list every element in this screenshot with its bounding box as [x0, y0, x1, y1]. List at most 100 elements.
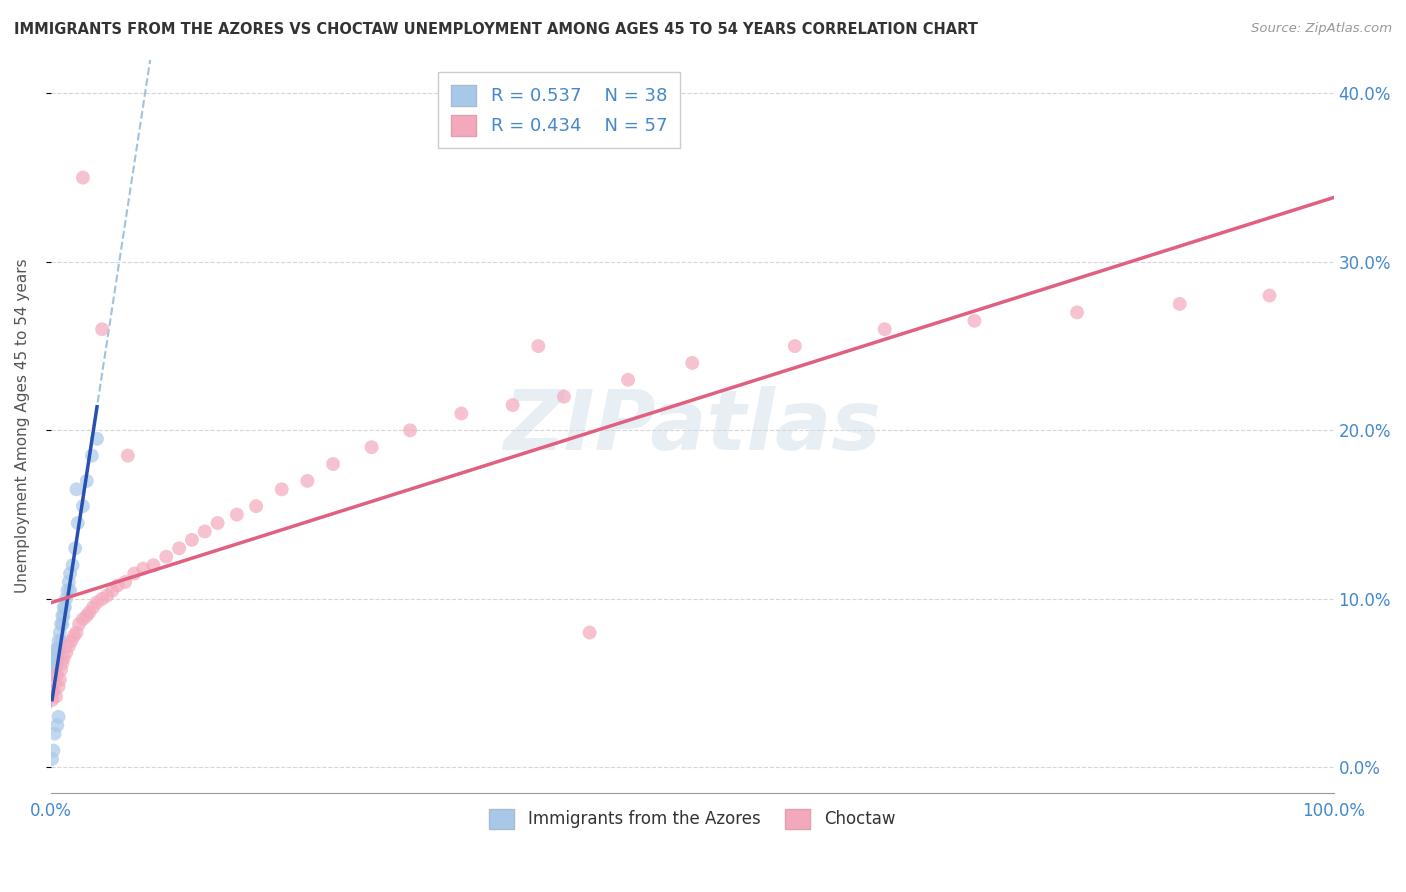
Point: [45, 690, 67, 704]
Point: [41, 693, 63, 707]
Point: [63, 541, 86, 556]
Point: [107, 578, 129, 592]
Point: [48, 650, 70, 665]
Point: [322, 457, 344, 471]
Point: [122, 566, 145, 581]
Point: [167, 541, 190, 556]
Point: [44, 659, 66, 673]
Point: [450, 407, 472, 421]
Point: [49, 634, 72, 648]
Point: [553, 390, 575, 404]
Point: [48, 710, 70, 724]
Point: [399, 423, 422, 437]
Point: [65, 483, 87, 497]
Point: [52, 608, 75, 623]
Point: [46, 650, 69, 665]
Point: [52, 600, 75, 615]
Text: IMMIGRANTS FROM THE AZORES VS CHOCTAW UNEMPLOYMENT AMONG AGES 45 TO 54 YEARS COR: IMMIGRANTS FROM THE AZORES VS CHOCTAW UN…: [14, 22, 979, 37]
Point: [58, 574, 80, 589]
Point: [46, 718, 69, 732]
Point: [42, 684, 65, 698]
Point: [527, 339, 550, 353]
Point: [132, 561, 155, 575]
Point: [225, 508, 247, 522]
Text: Source: ZipAtlas.com: Source: ZipAtlas.com: [1251, 22, 1392, 36]
Point: [59, 566, 82, 581]
Point: [1168, 297, 1191, 311]
Point: [55, 646, 77, 660]
Point: [51, 656, 73, 670]
Point: [76, 608, 98, 623]
Point: [44, 676, 66, 690]
Legend: Immigrants from the Azores, Choctaw: Immigrants from the Azores, Choctaw: [482, 802, 901, 836]
Point: [82, 600, 104, 615]
Point: [49, 642, 72, 657]
Point: [51, 617, 73, 632]
Point: [46, 667, 69, 681]
Point: [1066, 305, 1088, 319]
Point: [91, 322, 114, 336]
Point: [72, 499, 94, 513]
Point: [48, 634, 70, 648]
Point: [67, 617, 90, 632]
Point: [51, 608, 73, 623]
Point: [52, 650, 75, 665]
Point: [44, 727, 66, 741]
Point: [114, 574, 136, 589]
Point: [49, 617, 72, 632]
Point: [42, 659, 65, 673]
Point: [42, 667, 65, 681]
Point: [681, 356, 703, 370]
Point: [86, 432, 108, 446]
Point: [41, 752, 63, 766]
Text: ZIPatlas: ZIPatlas: [503, 385, 882, 467]
Point: [297, 474, 319, 488]
Point: [76, 474, 98, 488]
Point: [86, 595, 108, 609]
Point: [59, 583, 82, 598]
Point: [963, 314, 986, 328]
Point: [49, 625, 72, 640]
Point: [42, 743, 65, 757]
Point: [79, 605, 101, 619]
Point: [45, 659, 67, 673]
Point: [194, 524, 217, 539]
Point: [578, 625, 600, 640]
Point: [46, 642, 69, 657]
Point: [783, 339, 806, 353]
Point: [96, 589, 118, 603]
Y-axis label: Unemployment Among Ages 45 to 54 years: Unemployment Among Ages 45 to 54 years: [15, 259, 30, 593]
Point: [66, 516, 89, 530]
Point: [155, 549, 177, 564]
Point: [360, 440, 382, 454]
Point: [63, 629, 86, 643]
Point: [49, 673, 72, 687]
Point: [60, 634, 83, 648]
Point: [53, 600, 76, 615]
Point: [617, 373, 640, 387]
Point: [72, 170, 94, 185]
Point: [65, 625, 87, 640]
Point: [41, 684, 63, 698]
Point: [245, 499, 267, 513]
Point: [56, 583, 79, 598]
Point: [62, 558, 84, 573]
Point: [873, 322, 896, 336]
Point: [55, 591, 77, 606]
Point: [45, 642, 67, 657]
Point: [117, 449, 139, 463]
Point: [181, 533, 204, 547]
Point: [142, 558, 165, 573]
Point: [72, 612, 94, 626]
Point: [270, 483, 292, 497]
Point: [1258, 288, 1281, 302]
Point: [91, 591, 114, 606]
Point: [80, 449, 103, 463]
Point: [58, 639, 80, 653]
Point: [207, 516, 229, 530]
Point: [101, 583, 124, 598]
Point: [48, 680, 70, 694]
Point: [44, 650, 66, 665]
Point: [49, 663, 72, 677]
Point: [502, 398, 524, 412]
